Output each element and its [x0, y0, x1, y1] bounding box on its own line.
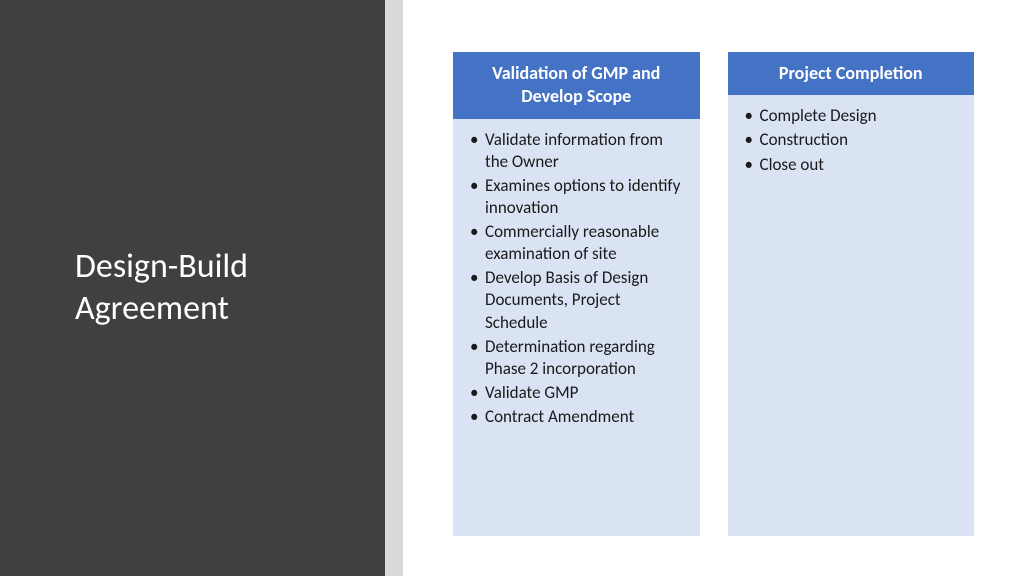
list-completion: Complete Design Construction Close out	[742, 105, 961, 175]
vertical-divider	[385, 0, 403, 576]
list-item: Contract Amendment	[467, 406, 686, 428]
list-item: Validate GMP	[467, 382, 686, 404]
card-completion: Project Completion Complete Design Const…	[728, 52, 975, 536]
card-header-validation: Validation of GMP and Develop Scope	[453, 52, 700, 119]
card-body-completion: Complete Design Construction Close out	[728, 95, 975, 536]
list-item: Examines options to identify innovation	[467, 175, 686, 219]
list-item: Validate information from the Owner	[467, 129, 686, 173]
list-item: Commercially reasonable examination of s…	[467, 221, 686, 265]
list-item: Complete Design	[742, 105, 961, 127]
sidebar: Design-Build Agreement	[0, 0, 385, 576]
card-header-completion: Project Completion	[728, 52, 975, 95]
card-body-validation: Validate information from the Owner Exam…	[453, 119, 700, 536]
list-item: Develop Basis of Design Documents, Proje…	[467, 267, 686, 333]
card-validation: Validation of GMP and Develop Scope Vali…	[453, 52, 700, 536]
list-item: Construction	[742, 129, 961, 151]
main-content: Validation of GMP and Develop Scope Vali…	[403, 0, 1024, 576]
list-item: Determination regarding Phase 2 incorpor…	[467, 336, 686, 380]
page-title: Design-Build Agreement	[75, 246, 355, 331]
list-validation: Validate information from the Owner Exam…	[467, 129, 686, 428]
list-item: Close out	[742, 154, 961, 176]
